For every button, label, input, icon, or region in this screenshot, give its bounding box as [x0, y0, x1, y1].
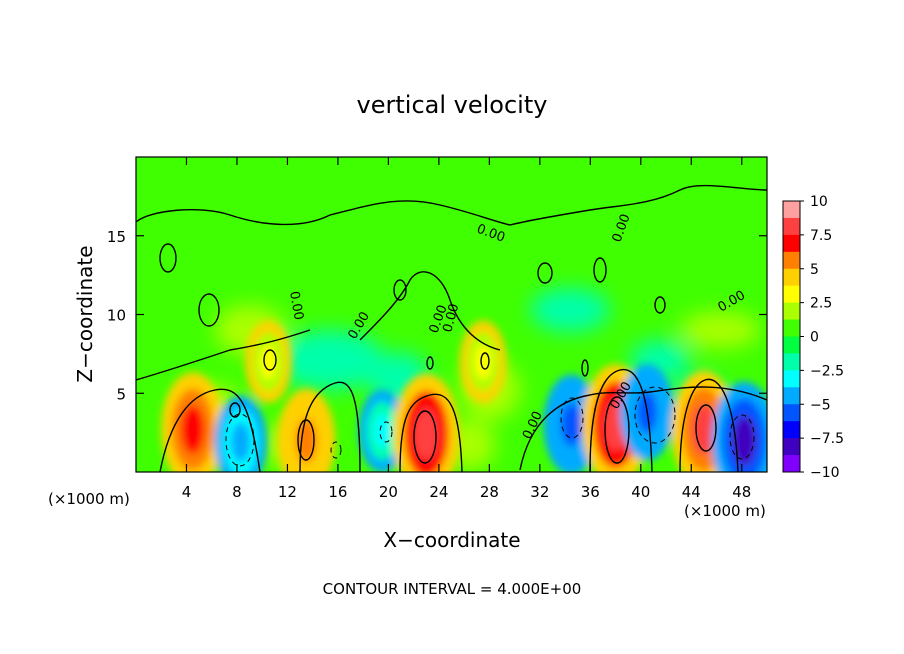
heatmap-cell-core [259, 344, 278, 380]
heatmap-cell-core [561, 403, 582, 447]
x-tick-label: 16 [328, 483, 347, 501]
x-tick-label: 40 [631, 483, 650, 501]
colorbar-swatch [783, 268, 800, 287]
colorbar-tick-label: −7.5 [810, 431, 844, 447]
y-tick-label: 10 [107, 307, 126, 325]
x-tick-label: 48 [732, 483, 751, 501]
colorbar-tick-label: −10 [810, 465, 840, 481]
colorbar-tick-label: 0 [810, 330, 819, 346]
x-unit-left: (×1000 m) [48, 490, 130, 508]
colorbar-tick-label: −5 [810, 397, 831, 413]
x-unit-right: (×1000 m) [684, 502, 766, 520]
contour-interval: CONTOUR INTERVAL = 4.000E+00 [323, 580, 582, 598]
colorbar-swatch [783, 217, 800, 236]
colorbar-swatch [783, 234, 800, 253]
x-tick-label: 8 [232, 483, 242, 501]
colorbar-swatch [783, 285, 800, 304]
colorbar-swatch [783, 319, 800, 337]
colorbar-swatch [783, 302, 800, 321]
colorbar-swatch [783, 201, 800, 219]
colorbar-swatch [783, 438, 800, 456]
colorbar: 10 7.5 5 2.5 0 −2.5 −5 −7.5 −10 [782, 194, 844, 481]
colorbar-swatch [783, 421, 800, 439]
colorbar-swatch [783, 387, 800, 405]
x-tick-label: 12 [278, 483, 297, 501]
x-tick-label: 20 [379, 483, 398, 501]
colorbar-tick-label: 7.5 [810, 228, 832, 244]
contour-label: 0.00 [440, 302, 462, 334]
x-tick-label: 28 [480, 483, 499, 501]
y-axis-label: Z−coordinate [73, 245, 97, 382]
colorbar-swatch [783, 370, 800, 388]
chart-title: vertical velocity [357, 91, 548, 119]
x-tick-label: 44 [682, 483, 701, 501]
x-tick-label: 24 [429, 483, 448, 501]
colorbar-tick-label: −2.5 [810, 363, 844, 379]
colorbar-swatch [783, 353, 800, 371]
colorbar-swatch [783, 251, 800, 270]
heatmap-cell-core [373, 413, 391, 449]
heatmap-cell-core [474, 344, 492, 380]
heatmap-cell-core [414, 408, 439, 461]
colorbar-swatch [783, 455, 800, 473]
y-tick-label: 15 [107, 228, 126, 246]
heatmap-cell-core [732, 415, 757, 466]
colorbar-tick-label: 5 [810, 262, 819, 278]
colorbar-swatch [783, 336, 800, 354]
negative-contours [225, 386, 755, 467]
colorbar-tick-label: 10 [810, 194, 828, 210]
x-tick-label: 32 [530, 483, 549, 501]
colorbar-tick-label: 2.5 [810, 296, 832, 312]
contour-label: 0.00 [286, 290, 306, 321]
x-tick-label: 4 [182, 483, 192, 501]
x-axis-label: X−coordinate [383, 528, 520, 552]
heatmap-cell-core [181, 405, 205, 454]
x-tick-label: 36 [581, 483, 600, 501]
heatmap-cell-core [231, 422, 251, 463]
y-tick-label: 5 [116, 385, 126, 403]
colorbar-swatch [783, 404, 800, 422]
zero-contours [136, 184, 767, 472]
